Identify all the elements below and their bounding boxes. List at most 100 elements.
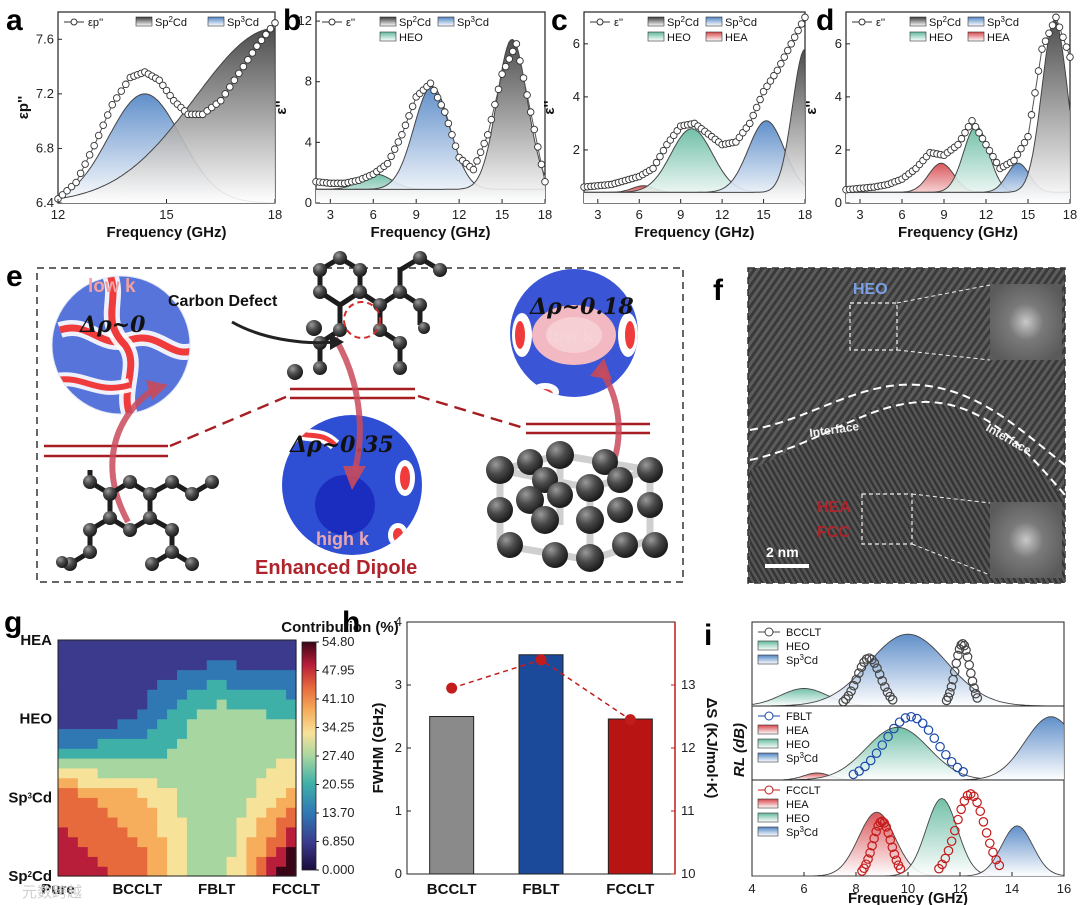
legend-swatch xyxy=(705,31,723,42)
heatmap-cell xyxy=(67,866,79,877)
heatmap-cell xyxy=(226,728,238,739)
heatmap-cell xyxy=(216,649,228,661)
heatmap-cell xyxy=(107,649,119,661)
heatmap-cell xyxy=(196,679,208,690)
heatmap-cell xyxy=(286,767,297,779)
heatmap-cell xyxy=(206,708,218,720)
heatmap-cell xyxy=(177,797,188,808)
interface-label-1: Interface xyxy=(808,419,860,440)
data-point xyxy=(122,80,130,89)
heatmap-cell xyxy=(137,807,148,818)
rl-point xyxy=(950,825,960,836)
heatmap-cell xyxy=(216,708,228,720)
heatmap-cell xyxy=(246,856,257,867)
data-point xyxy=(117,87,126,95)
heatmap-cell xyxy=(97,817,109,828)
heatmap-cell xyxy=(97,748,109,759)
heatmap-cell xyxy=(87,659,99,671)
heatmap-cell xyxy=(216,748,228,759)
heatmap-cell xyxy=(127,846,138,857)
data-point xyxy=(494,85,503,94)
heatmap-cell xyxy=(137,846,148,857)
y-tick-label: 2 xyxy=(573,142,580,157)
data-point xyxy=(519,74,528,82)
heatmap-cell xyxy=(147,659,158,671)
legend-label: ε'' xyxy=(346,17,355,29)
rl-point xyxy=(857,866,867,876)
heatmap-cell xyxy=(177,679,188,690)
heatmap-cell xyxy=(177,640,188,651)
rl-point xyxy=(875,817,885,828)
x-tick-label: 3 xyxy=(594,207,601,222)
rl-point xyxy=(874,669,885,680)
data-point xyxy=(81,160,89,168)
rl-point xyxy=(887,842,898,853)
rl-point xyxy=(943,845,954,856)
data-point xyxy=(516,57,524,65)
heatmap-cell xyxy=(58,807,69,818)
heatmap-cell xyxy=(206,640,218,651)
heatmap-cell xyxy=(137,659,148,671)
data-point xyxy=(1017,144,1025,153)
heatmap-cell xyxy=(246,728,257,739)
heatmap-cell xyxy=(58,659,69,671)
heatmap-cell xyxy=(216,718,228,730)
component-fill-sp2cd xyxy=(846,20,1070,203)
heatmap-cell xyxy=(236,866,248,877)
legend-swatch xyxy=(909,16,927,27)
heatmap-cell xyxy=(58,836,69,848)
data-point xyxy=(430,86,438,95)
heatmap-cell xyxy=(157,640,168,651)
heatmap-cell xyxy=(127,767,138,779)
bar-fblt xyxy=(518,654,564,875)
heatmap-cell xyxy=(286,669,297,680)
y-tick-label: 6 xyxy=(835,36,842,51)
heatmap-cell xyxy=(77,659,89,671)
heatmap-cell xyxy=(206,797,218,808)
heatmap-cell xyxy=(266,640,277,651)
heatmap-cell xyxy=(157,856,168,867)
heatmap-cell xyxy=(117,797,129,808)
heatmap-cell xyxy=(107,758,119,769)
heatmap-cell xyxy=(87,866,99,877)
high-k-label: high k xyxy=(316,529,370,549)
heatmap-cell xyxy=(276,866,287,877)
heatmap-cell xyxy=(147,856,158,867)
heatmap-cell xyxy=(127,797,138,808)
heatmap-cell xyxy=(107,689,119,700)
heatmap-cell xyxy=(117,738,129,749)
heatmap-cell xyxy=(58,649,69,661)
y2-tick-label: 12 xyxy=(681,740,695,755)
legend-label: Sp3Cd xyxy=(786,751,818,766)
heatmap-cell xyxy=(107,826,119,838)
heatmap-cell xyxy=(196,836,208,848)
heatmap-cell xyxy=(157,797,168,808)
heatmap-cell xyxy=(266,689,277,700)
heatmap-cell xyxy=(97,738,109,749)
heatmap-cell xyxy=(256,826,267,838)
colorbar-title: Contribution (%) xyxy=(281,619,398,636)
heatmap-cell xyxy=(157,826,168,838)
heatmap-cell xyxy=(256,649,267,661)
heatmap-cell xyxy=(87,669,99,680)
data-point xyxy=(649,164,657,173)
heatmap-x-label: FBLT xyxy=(198,881,235,898)
legend-label: Sp3Cd xyxy=(457,15,489,30)
legend-swatch xyxy=(379,16,397,27)
heatmap-cell xyxy=(97,669,109,680)
heatmap-cell xyxy=(77,856,89,867)
heatmap-cell xyxy=(137,826,148,838)
heatmap-cell xyxy=(127,748,138,759)
heatmap-cell xyxy=(58,699,69,710)
rl-point xyxy=(865,848,875,858)
rl-point xyxy=(885,691,895,702)
heatmap-cell xyxy=(107,640,119,651)
heatmap-cell xyxy=(206,649,218,661)
heatmap-cell xyxy=(286,728,297,739)
heatmap-x-label: Pure xyxy=(41,881,74,898)
heatmap-cell xyxy=(137,856,148,867)
heatmap-cell xyxy=(246,738,257,749)
heatmap-cell xyxy=(87,649,99,661)
heatmap-cell xyxy=(236,748,248,759)
heatmap-cell xyxy=(186,659,198,671)
